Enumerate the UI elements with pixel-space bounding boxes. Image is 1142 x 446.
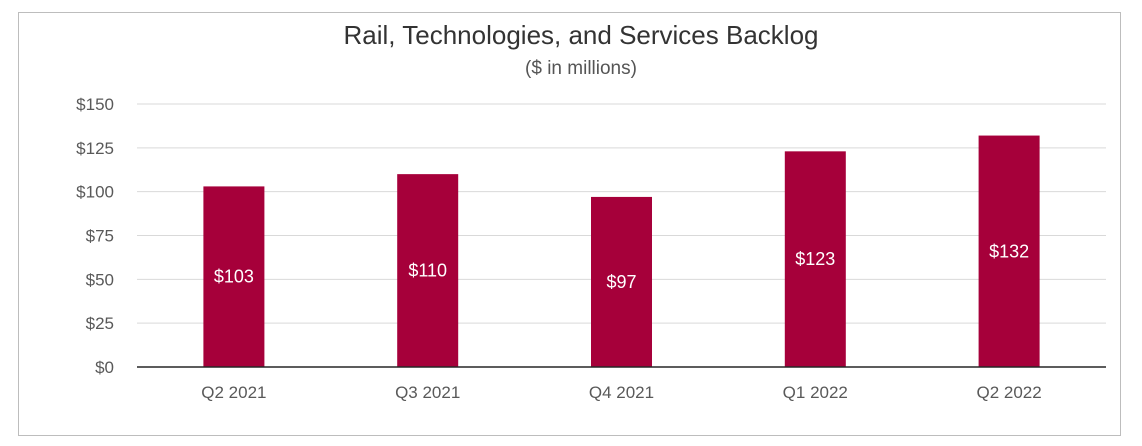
bar <box>591 196 652 367</box>
data-labels: $103 $110 $97 $123 $132 <box>214 241 1029 292</box>
bar-chart: Rail, Technologies, and Services Backlog… <box>76 20 1106 402</box>
data-label: $97 <box>606 272 636 292</box>
y-tick-label: $50 <box>86 270 114 289</box>
chart-title: Rail, Technologies, and Services Backlog <box>343 20 818 50</box>
x-tick-label: Q4 2021 <box>589 383 654 402</box>
y-tick-label: $25 <box>86 314 114 333</box>
data-label: $103 <box>214 267 254 287</box>
x-tick-label: Q2 2021 <box>201 383 266 402</box>
y-tick-label: $0 <box>95 358 114 377</box>
y-tick-label: $100 <box>76 183 114 202</box>
chart-subtitle: ($ in millions) <box>525 58 637 79</box>
data-label: $110 <box>408 261 447 281</box>
y-axis-ticks: $0 $25 $50 $75 $100 $125 $150 <box>76 95 114 377</box>
y-tick-label: $75 <box>86 227 114 246</box>
bar <box>784 151 846 367</box>
data-label: $132 <box>989 241 1029 261</box>
y-tick-label: $150 <box>76 95 114 114</box>
x-tick-label: Q3 2021 <box>395 383 460 402</box>
x-tick-label: Q1 2022 <box>783 383 848 402</box>
data-label: $123 <box>795 249 835 269</box>
x-tick-label: Q2 2022 <box>976 383 1041 402</box>
chart-frame: Rail, Technologies, and Services Backlog… <box>18 12 1121 436</box>
bar <box>397 174 459 367</box>
x-axis-ticks: Q2 2021 Q3 2021 Q4 2021 Q1 2022 Q2 2022 <box>201 383 1041 402</box>
bar <box>203 186 265 367</box>
y-tick-label: $125 <box>76 139 114 158</box>
bars <box>203 135 1040 367</box>
bar <box>978 135 1040 367</box>
